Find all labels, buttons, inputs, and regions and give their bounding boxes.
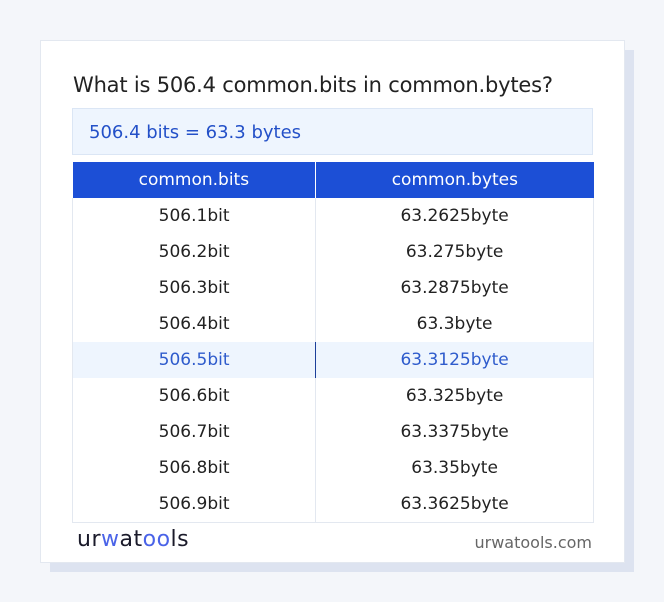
bits-cell: 506.3bit — [71, 270, 317, 306]
bytes-cell: 63.3625byte — [315, 486, 594, 523]
bytes-cell: 63.2625byte — [315, 198, 594, 234]
bytes-cell: 63.3125byte — [315, 342, 594, 378]
table-row: 506.2bit 63.275byte — [71, 234, 594, 270]
table-row: 506.1bit 63.2625byte — [71, 198, 594, 234]
bytes-cell: 63.2875byte — [315, 270, 594, 306]
table-row: 506.4bit 63.3byte — [71, 306, 594, 342]
site-link[interactable]: urwatools.com — [474, 533, 593, 552]
bits-cell: 506.5bit — [71, 342, 317, 378]
bits-cell: 506.1bit — [71, 198, 317, 234]
bits-cell: 506.6bit — [71, 378, 317, 414]
table-row: 506.5bit 63.3125byte — [71, 342, 594, 378]
urwatools-logo[interactable]: urwatools — [77, 527, 190, 552]
header-bits: common.bits — [72, 162, 317, 198]
bits-cell: 506.2bit — [71, 234, 317, 270]
bits-cell: 506.7bit — [71, 414, 317, 450]
bits-cell: 506.4bit — [71, 306, 317, 342]
bytes-cell: 63.3byte — [315, 306, 594, 342]
bytes-cell: 63.325byte — [315, 378, 594, 414]
bytes-cell: 63.35byte — [315, 450, 594, 486]
table-row: 506.6bit 63.325byte — [71, 378, 594, 414]
conversion-table: common.bits common.bytes 506.1bit 63.2625… — [71, 162, 594, 523]
conversion-card: What is 506.4 common.bits in common.byte… — [40, 40, 625, 563]
table-row: 506.8bit 63.35byte — [71, 450, 594, 486]
table-row: 506.7bit 63.3375byte — [71, 414, 594, 450]
bytes-cell: 63.275byte — [315, 234, 594, 270]
bytes-cell: 63.3375byte — [315, 414, 594, 450]
table-row: 506.3bit 63.2875byte — [71, 270, 594, 306]
answer-box: 506.4 bits = 63.3 bytes — [72, 108, 593, 155]
bits-cell: 506.9bit — [71, 486, 317, 523]
table-row: 506.9bit 63.3625byte — [71, 486, 594, 523]
bits-cell: 506.8bit — [71, 450, 317, 486]
page-title: What is 506.4 common.bits in common.byte… — [73, 73, 553, 97]
header-bytes: common.bytes — [315, 162, 594, 198]
